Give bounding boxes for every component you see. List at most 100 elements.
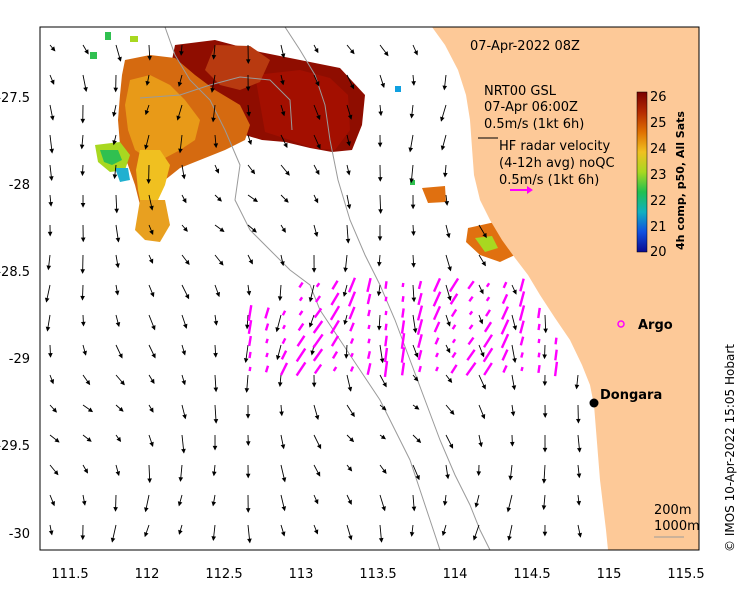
radar-arrow: [537, 338, 541, 344]
current-arrowhead: [474, 502, 480, 508]
radar-arrow: [520, 366, 524, 372]
radar-arrow: [433, 321, 441, 333]
current-arrowhead: [149, 441, 154, 447]
current-arrowhead: [315, 81, 320, 87]
y-tick-label: -28.5: [0, 265, 30, 280]
current-arrowhead: [52, 407, 58, 413]
radar-arrow: [384, 335, 388, 347]
radar-arrow: [501, 349, 509, 361]
radar-arrow: [416, 305, 424, 321]
current-arrowhead: [576, 473, 582, 479]
current-arrowhead: [543, 328, 548, 334]
current-arrowhead: [314, 414, 320, 421]
current-arrowhead: [246, 290, 252, 296]
current-arrowhead: [243, 358, 249, 363]
current-arrowhead: [283, 142, 288, 149]
radar-arrow: [313, 307, 323, 319]
current-arrowhead: [181, 380, 186, 386]
current-arrowhead: [512, 289, 517, 295]
current-arrowhead: [316, 444, 322, 450]
radar-arrow: [483, 321, 493, 333]
radar-arrow: [435, 366, 439, 372]
radar-arrow: [330, 292, 340, 306]
current-arrowhead: [542, 413, 548, 418]
current-arrowhead: [447, 295, 452, 301]
current-arrowhead: [542, 447, 548, 453]
radar-arrow: [366, 293, 372, 305]
current-arrowhead: [472, 535, 478, 541]
current-arrowhead: [178, 148, 183, 154]
radar-arrow: [400, 333, 406, 349]
radar-arrow: [248, 366, 252, 372]
current-arrowhead: [444, 201, 450, 206]
radar-arrow: [400, 362, 406, 376]
radar-arrow: [366, 277, 372, 293]
colorbar: 26 25 24 23 22 21 20 4h comp, p50, All S…: [636, 90, 687, 260]
current-arrowhead: [182, 414, 187, 420]
radar-line-1: HF radar velocity: [499, 139, 611, 154]
place-dongara: Dongara: [589, 388, 662, 408]
current-arrowhead: [577, 532, 582, 538]
current-arrowhead: [575, 418, 581, 424]
radar-arrow: [384, 281, 388, 289]
current-arrowhead: [479, 289, 484, 295]
current-arrowhead: [447, 377, 453, 383]
radar-scale-arrowhead: [527, 186, 533, 194]
current-arrowhead: [144, 144, 149, 150]
radar-arrow: [330, 319, 340, 335]
radar-arrow: [500, 319, 510, 335]
current-arrowhead: [440, 116, 445, 122]
current-arrowhead: [115, 237, 121, 243]
current-arrowhead: [49, 379, 55, 385]
radar-arrow: [384, 310, 388, 316]
current-arrowhead: [81, 321, 86, 327]
radar-arrow: [295, 361, 307, 377]
radar-arrow: [537, 323, 541, 331]
current-arrowhead: [414, 352, 419, 358]
radar-arrow: [432, 305, 442, 321]
radar-arrow: [418, 365, 422, 373]
x-tick-label: 113.5: [359, 567, 396, 582]
current-arrowhead: [408, 147, 414, 153]
current-arrowhead: [151, 353, 156, 359]
current-arrowhead: [48, 530, 54, 536]
credit-text: © IMOS 10-Apr-2022 15:05 Hobart: [723, 344, 737, 552]
current-arrowhead: [212, 445, 218, 451]
radar-arrow: [519, 320, 525, 334]
current-arrowhead: [280, 53, 286, 59]
radar-arrow: [282, 324, 286, 330]
current-arrowhead: [446, 321, 451, 327]
current-arrowhead: [315, 169, 320, 176]
current-arrowhead: [177, 501, 183, 507]
colorbar-title: 4h comp, p50, All Sats: [674, 111, 687, 250]
radar-arrow: [468, 324, 474, 330]
current-arrowhead: [310, 350, 315, 356]
current-arrowhead: [478, 442, 483, 448]
radar-arrow: [451, 324, 457, 330]
current-arrowhead: [482, 232, 487, 239]
radar-arrow: [467, 336, 475, 346]
current-arrowhead: [313, 529, 319, 535]
current-arrowhead: [348, 535, 353, 541]
current-arrowhead: [213, 143, 219, 149]
current-arrowhead: [411, 506, 417, 512]
radar-arrow: [281, 337, 287, 345]
radar-scale: 0.5m/s (1kt 6h): [499, 173, 599, 188]
radar-arrow: [384, 296, 388, 302]
radar-arrow: [450, 308, 458, 318]
radar-arrow: [248, 335, 252, 347]
current-arrowhead: [113, 87, 119, 93]
radar-arrow: [417, 292, 423, 306]
current-arrowhead: [411, 262, 416, 268]
current-arrowhead: [147, 55, 152, 61]
current-arrowhead: [414, 405, 420, 410]
radar-arrow: [366, 351, 372, 359]
current-arrowhead: [245, 508, 251, 513]
colorbar-tick: 22: [650, 194, 667, 209]
current-arrowhead: [381, 468, 387, 474]
radar-arrow: [384, 323, 388, 331]
current-arrowhead: [449, 409, 455, 415]
dongara-label: Dongara: [600, 388, 662, 403]
current-arrowhead: [218, 260, 224, 266]
model-time: 07-Apr 06:00Z: [484, 100, 578, 115]
